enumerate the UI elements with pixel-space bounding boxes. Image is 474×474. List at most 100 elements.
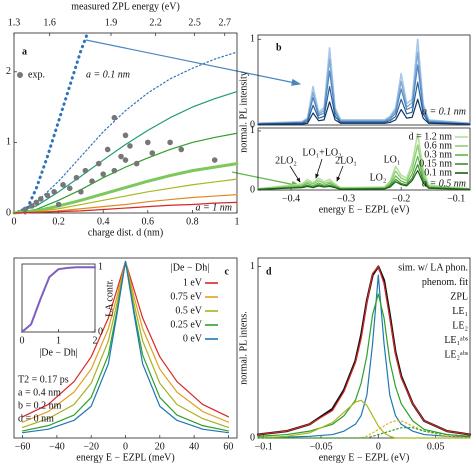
y-tick-label: 1 <box>250 125 255 136</box>
legend-label: 0.1 nm <box>424 167 452 178</box>
y-axis-label: normal. PL intens. <box>238 311 249 385</box>
data-point <box>133 160 140 167</box>
y-tick-label: 1 <box>98 262 103 273</box>
x-tick-label: −0.3 <box>337 193 355 204</box>
data-point <box>60 181 66 188</box>
x-tick-label: −0.1 <box>447 193 465 204</box>
data-point <box>22 206 28 213</box>
x-tick-label: −0.05 <box>309 441 332 452</box>
x-tick-label: 1 <box>235 216 240 227</box>
line-series <box>257 51 471 124</box>
data-point <box>145 139 151 146</box>
annotation: 2LO₁ <box>335 155 357 166</box>
x-tick-label: 0.6 <box>142 216 155 227</box>
data-point <box>118 153 124 160</box>
plot-frame <box>257 34 471 126</box>
y-tick-label: 1 <box>250 34 255 45</box>
legend-marker <box>17 72 23 78</box>
data-point <box>33 199 40 206</box>
annotation: b = 0.2 nm <box>18 400 62 411</box>
legend-label: LE₂ <box>452 320 468 331</box>
line-series <box>257 81 471 125</box>
legend-label: phenom. fit <box>422 277 468 288</box>
line-series <box>23 31 90 215</box>
x-tick-label: −40 <box>49 441 65 452</box>
y-tick-label: 0 <box>250 432 255 443</box>
x-tick-label: −0.2 <box>392 193 410 204</box>
panel-label: c <box>225 266 230 277</box>
x-tick-label: 0 <box>20 335 25 346</box>
x-axis-label: energy E − EZPL (meV) <box>76 452 174 463</box>
data-point <box>89 178 95 185</box>
y-tick-label: 0 <box>250 119 255 130</box>
legend-label: 0.75 eV <box>170 291 202 302</box>
data-point <box>111 114 118 121</box>
legend-label: 0.6 nm <box>424 140 452 151</box>
data-point <box>73 174 80 181</box>
data-point <box>167 139 173 146</box>
legend-label: 0.25 eV <box>170 319 202 330</box>
plot-frame <box>13 32 238 214</box>
annotation: LO₁ <box>384 154 401 165</box>
x-tick-label: −0.1 <box>255 441 273 452</box>
line-series <box>257 64 471 125</box>
legend-label: LE₂ᵃᵇˢ <box>444 349 468 360</box>
data-point <box>66 185 73 192</box>
x-tick-label: 0 <box>376 441 381 452</box>
x-axis-label: energy E − EZPL (eV) <box>319 452 410 463</box>
x2-axis-label: measured ZPL energy (eV) <box>71 1 180 12</box>
line-series <box>257 38 471 125</box>
y-tick-label: 0 <box>250 184 255 195</box>
x-axis-label: energy E − EZPL (eV) <box>319 204 410 215</box>
data-point <box>122 132 129 139</box>
legend-label: sim. w/ LA phon. <box>398 262 468 273</box>
x2-tick-label: 2.7 <box>218 17 231 28</box>
x-tick-label: 0.8 <box>186 216 199 227</box>
line-series <box>13 90 238 214</box>
x-tick-label: 0.4 <box>97 216 110 227</box>
data-point <box>178 146 185 153</box>
data-point <box>149 150 156 156</box>
link-arrow <box>85 39 302 86</box>
data-point <box>95 160 102 167</box>
legend-label: LE₁ᵃᵇˢ <box>444 335 468 346</box>
data-point <box>122 157 129 163</box>
annotation: a = 0.1 nm <box>422 106 466 117</box>
y-axis-label: LA contr. <box>104 279 115 317</box>
annotation: a = 1 nm <box>196 202 232 213</box>
legend-label: LE₁ <box>452 306 468 317</box>
annotation: LO₁+LO₂ <box>302 147 341 158</box>
peak-arrow <box>336 165 344 182</box>
legend-label: 0.3 nm <box>424 149 452 160</box>
x-tick-label: 0 <box>12 216 17 227</box>
line-series <box>21 266 96 333</box>
line-series <box>257 274 471 439</box>
y-tick-label: 0 <box>98 326 103 337</box>
x-tick-label: 0 <box>123 441 128 452</box>
y-tick-label: 0 <box>6 207 11 218</box>
line-series <box>13 132 238 214</box>
line-series <box>12 162 239 215</box>
x-tick-label: −60 <box>15 441 31 452</box>
data-point <box>111 167 118 174</box>
annotation: 2LO₂ <box>275 155 297 166</box>
y-tick-label: 2 <box>6 66 11 77</box>
legend-label: 1 eV <box>183 277 203 288</box>
x-tick-label: −20 <box>83 441 99 452</box>
x-tick-label: 40 <box>189 441 199 452</box>
line-series <box>256 265 472 436</box>
x-tick-label: 20 <box>155 441 165 452</box>
line-series <box>257 293 471 437</box>
line-series <box>13 51 238 214</box>
data-point <box>127 143 133 149</box>
data-point <box>211 157 218 163</box>
line-series <box>257 98 471 125</box>
x-tick-label: 1 <box>56 335 61 346</box>
x-axis-label: charge dist. d (nm) <box>88 227 163 238</box>
line-series <box>13 201 238 214</box>
y-tick-label: 1 <box>6 137 11 148</box>
line-series <box>257 169 471 191</box>
line-series <box>257 399 471 439</box>
data-point <box>82 167 89 174</box>
